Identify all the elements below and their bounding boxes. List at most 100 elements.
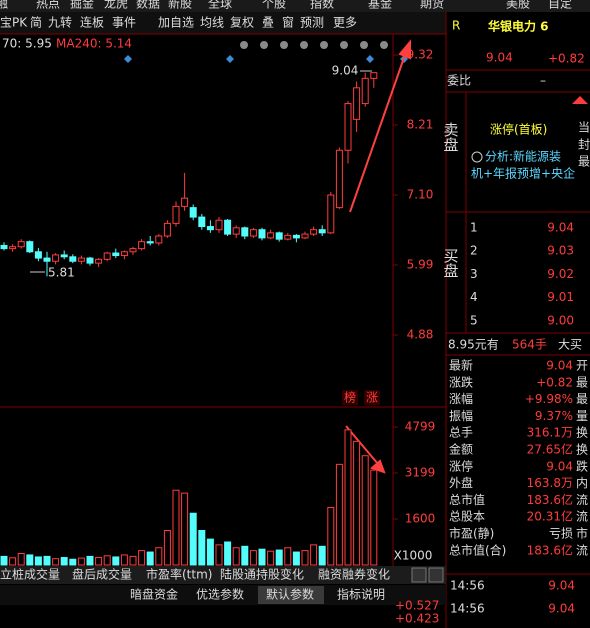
menu-item[interactable]: 期货: [420, 0, 444, 11]
toolbar-button[interactable]: 更多: [333, 16, 357, 30]
candle-body: [0, 244, 8, 250]
badge: 涨: [366, 390, 378, 405]
y-tick-label: 8.21: [407, 118, 434, 132]
y-tick-label: 4799: [405, 419, 436, 433]
menu-item[interactable]: 全球: [208, 0, 232, 11]
menu-item[interactable]: 数据: [136, 0, 160, 11]
menu-item[interactable]: 基金: [368, 0, 392, 11]
menu-item[interactable]: 个股: [262, 0, 286, 11]
big-order: 大买: [558, 338, 582, 352]
marker[interactable]: [226, 55, 234, 63]
tick-price: 9.04: [548, 602, 575, 616]
toolbar-button[interactable]: 复权: [230, 16, 254, 30]
arrow-head: [398, 39, 411, 60]
volume-bar: [0, 555, 8, 566]
candle-body: [86, 257, 94, 264]
param-tab[interactable]: 指标说明: [337, 587, 385, 602]
scroll-left[interactable]: [411, 567, 427, 583]
marker[interactable]: [366, 55, 374, 63]
volume-bar: [77, 557, 85, 566]
volume-bar: [17, 552, 25, 566]
marker[interactable]: [124, 55, 132, 63]
indicator-tab[interactable]: 市盈率(ttm): [146, 567, 212, 582]
volume-bar: [189, 512, 197, 566]
stat-label: 总手: [449, 426, 473, 440]
menu-item[interactable]: 美股: [506, 0, 530, 11]
y-tick-label: 3199: [405, 466, 436, 480]
toolbar-button[interactable]: 九转: [48, 15, 72, 30]
icon[interactable]: [260, 41, 268, 49]
menu-item[interactable]: 融: [0, 0, 8, 11]
indicator-tab[interactable]: 融资融券变化: [318, 567, 390, 582]
candle-body: [327, 194, 335, 234]
limit-tag: 涨停(首板): [490, 122, 547, 137]
candle-body: [26, 241, 34, 253]
volume-bar: [284, 547, 292, 566]
badge-bg: [364, 390, 380, 405]
indicator-tab[interactable]: 陆股通持股变化: [220, 567, 304, 582]
toolbar-button[interactable]: 简: [30, 16, 42, 30]
stat-label: 流: [576, 543, 588, 557]
toolbar-button[interactable]: 连板: [80, 15, 104, 30]
toolbar-bg: [0, 12, 446, 34]
volume-bar: [163, 529, 171, 566]
menu-item[interactable]: 指数: [310, 0, 334, 11]
volume-bar: [267, 550, 275, 566]
indicator-tab[interactable]: 立桩成交量: [0, 567, 60, 582]
volume-bar: [138, 550, 146, 566]
menu-item[interactable]: 掘金: [70, 0, 94, 11]
toolbar-button[interactable]: PK: [12, 16, 28, 30]
candle-body: [206, 226, 214, 231]
param-tab[interactable]: 暗盘资金: [130, 587, 178, 602]
toolbar-button[interactable]: 事件: [112, 16, 136, 30]
param-tab[interactable]: 默认参数: [266, 587, 314, 602]
candle-body: [370, 72, 378, 79]
candle-body: [77, 257, 85, 262]
volume-bar: [43, 555, 51, 566]
icon[interactable]: [340, 41, 348, 49]
menu-item[interactable]: 新股: [168, 0, 192, 11]
toolbar-button[interactable]: 窗: [282, 16, 294, 30]
icon[interactable]: [280, 41, 288, 49]
candle-body: [181, 197, 189, 207]
toolbar-button[interactable]: 叠: [262, 16, 274, 30]
volume-bar: [129, 555, 137, 566]
toolbar-button[interactable]: 加自选: [158, 16, 194, 30]
stat-label: 流: [576, 510, 588, 524]
volume-bar: [155, 547, 163, 566]
volume-bar: [120, 554, 128, 566]
volume-bar: [335, 463, 343, 566]
code-flag: R: [452, 19, 460, 33]
volume-bar: [327, 506, 335, 566]
icon[interactable]: [360, 41, 368, 49]
buy-label: 买盘: [442, 248, 460, 278]
icon[interactable]: [240, 41, 248, 49]
ratio-value: –: [540, 74, 546, 88]
volume-bar: [95, 557, 103, 566]
param-bar: [0, 585, 446, 605]
indicator-tab[interactable]: 盘后成交量: [72, 567, 132, 582]
stat-value: 9.04: [546, 359, 573, 373]
bid-level: 4: [470, 290, 478, 304]
toolbar-button[interactable]: 宝: [0, 16, 12, 30]
icon[interactable]: [380, 41, 388, 49]
collapse-icon[interactable]: [572, 96, 588, 104]
stat-value: 27.65亿: [527, 442, 573, 457]
candle-body: [301, 233, 309, 239]
y-tick-label: 9.32: [407, 48, 434, 62]
toolbar-button[interactable]: 均线: [200, 16, 224, 30]
toolbar-button[interactable]: 预测: [300, 16, 324, 30]
stat-label: 换: [576, 443, 588, 457]
volume-bar: [344, 429, 352, 566]
candle-body: [249, 229, 257, 237]
menu-item[interactable]: 自定: [548, 0, 572, 11]
menu-item[interactable]: 热点: [36, 0, 60, 11]
menu-item[interactable]: 龙虎: [104, 0, 128, 11]
scroll-right[interactable]: [428, 567, 444, 583]
param-tab[interactable]: 优选参数: [196, 587, 244, 602]
icon[interactable]: [300, 41, 308, 49]
icon[interactable]: [320, 41, 328, 49]
volume-bar: [232, 547, 240, 566]
ma-legend: MA240: 5.14: [56, 37, 132, 51]
stat-value: 亏损: [549, 527, 573, 541]
